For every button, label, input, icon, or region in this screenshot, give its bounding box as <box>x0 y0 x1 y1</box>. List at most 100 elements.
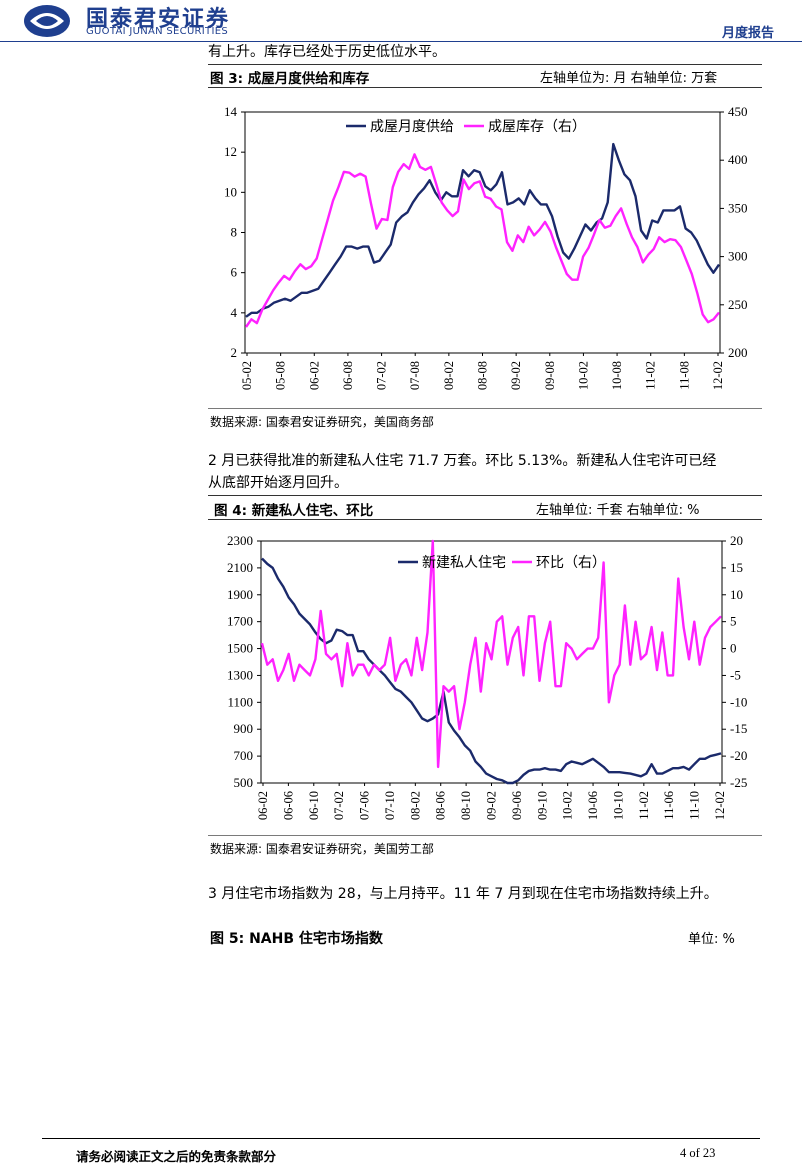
fig4-top-rule <box>208 495 762 496</box>
right-tick-label: 15 <box>730 560 743 575</box>
fig3-bottom-rule <box>208 408 762 409</box>
series-line-0 <box>261 557 722 785</box>
x-tick-label: 09-10 <box>535 791 549 820</box>
legend-label: 成屋库存（右） <box>488 119 586 135</box>
fig3-source: 数据来源: 国泰君安证券研究，美国商务部 <box>210 415 434 429</box>
x-tick-label: 07-02 <box>332 791 346 820</box>
fig3-unit: 左轴单位为: 月 右轴单位: 万套 <box>540 71 718 86</box>
fig4-bottom-rule <box>208 835 762 836</box>
left-tick-label: 8 <box>231 225 238 240</box>
x-tick-label: 07-02 <box>375 361 389 390</box>
x-tick-label: 10-06 <box>586 791 600 820</box>
x-tick-label: 12-02 <box>711 361 725 390</box>
x-tick-label: 11-02 <box>644 361 658 390</box>
right-tick-label: 300 <box>728 249 748 264</box>
right-tick-label: 5 <box>730 614 737 629</box>
right-tick-label: 250 <box>728 297 748 312</box>
x-tick-label: 10-10 <box>611 791 625 820</box>
page-number: 4 of 23 <box>680 1146 716 1160</box>
left-tick-label: 4 <box>231 305 238 320</box>
page-header: 国泰君安证券 GUOTAI JUNAN SECURITIES 月度报告 <box>0 0 802 42</box>
fig4-unit: 左轴单位: 千套 右轴单位: % <box>536 503 700 518</box>
left-tick-label: 2 <box>231 345 238 360</box>
left-tick-label: 2300 <box>227 533 253 548</box>
fig5-title: 图 5: NAHB 住宅市场指数 <box>210 931 383 947</box>
fig4-source: 数据来源: 国泰君安证券研究，美国劳工部 <box>210 842 434 856</box>
company-logo-icon <box>24 5 70 37</box>
paragraph-2-line1: 2 月已获得批准的新建私人住宅 71.7 万套。环比 5.13%。新建私人住宅许… <box>208 453 717 469</box>
x-tick-label: 08-08 <box>476 361 490 390</box>
report-type: 月度报告 <box>722 26 775 41</box>
right-tick-label: 0 <box>730 641 737 656</box>
fig4-title: 图 4: 新建私人住宅、环比 <box>214 503 374 519</box>
x-tick-label: 06-06 <box>281 791 295 820</box>
right-tick-label: -5 <box>730 667 741 682</box>
right-tick-label: 10 <box>730 587 743 602</box>
right-tick-label: 200 <box>728 345 748 360</box>
x-tick-label: 11-06 <box>662 791 676 820</box>
fig5-unit: 单位: % <box>688 932 735 947</box>
series-line-0 <box>245 142 720 318</box>
plot-frame <box>260 540 723 784</box>
x-tick-label: 05-02 <box>240 361 254 390</box>
left-tick-label: 1100 <box>227 694 253 709</box>
x-tick-label: 10-02 <box>576 361 590 390</box>
legend-label: 成屋月度供给 <box>370 119 454 135</box>
company-name-cn: 国泰君安证券 <box>86 7 231 32</box>
x-tick-label: 08-02 <box>408 791 422 820</box>
legend-label: 环比（右） <box>536 555 606 571</box>
x-tick-label: 10-08 <box>610 361 624 390</box>
right-tick-label: 350 <box>728 200 748 215</box>
x-tick-label: 07-06 <box>358 791 372 820</box>
left-tick-label: 6 <box>231 265 238 280</box>
paragraph-3: 3 月住宅市场指数为 28，与上月持平。11 年 7 月到现在住宅市场指数持续上… <box>208 886 718 902</box>
x-tick-label: 09-02 <box>509 361 523 390</box>
fig3-chart: 2 4 6 8 10 12 14 200 250 300 350 400 450 05-02 05-08 06… <box>224 104 748 390</box>
right-tick-label: -25 <box>730 775 747 790</box>
series-line-1 <box>245 153 720 328</box>
fig4-chart: 500 700 900 1100 1300 1500 1700 1900 2100 2300 -25… <box>227 533 747 820</box>
company-name-en: GUOTAI JUNAN SECURITIES <box>86 26 228 37</box>
series-line-1 <box>260 539 722 769</box>
x-tick-label: 11-02 <box>637 791 651 820</box>
right-tick-label: 20 <box>730 533 743 548</box>
x-tick-label: 07-10 <box>383 791 397 820</box>
left-tick-label: 700 <box>234 748 254 763</box>
x-tick-label: 06-02 <box>307 361 321 390</box>
paragraph-top: 有上升。库存已经处于历史低位水平。 <box>208 44 446 60</box>
right-tick-label: -20 <box>730 748 747 763</box>
fig3-top-rule <box>208 64 762 65</box>
x-tick-label: 09-08 <box>543 361 557 390</box>
x-tick-label: 11-10 <box>688 791 702 820</box>
x-tick-label: 08-02 <box>442 361 456 390</box>
paragraph-2-line2: 从底部开始逐月回升。 <box>208 475 348 491</box>
x-tick-label: 09-02 <box>485 791 499 820</box>
right-tick-label: -10 <box>730 694 747 709</box>
x-tick-label: 12-02 <box>713 791 727 820</box>
fig4-title-rule <box>208 519 762 520</box>
header-rule <box>0 41 802 42</box>
x-tick-label: 09-06 <box>510 791 524 820</box>
x-tick-label: 06-10 <box>307 791 321 820</box>
legend-label: 新建私人住宅 <box>422 555 506 571</box>
x-tick-label: 06-08 <box>341 361 355 390</box>
fig3-title: 图 3: 成屋月度供给和库存 <box>210 71 370 87</box>
x-tick-label: 07-08 <box>408 361 422 390</box>
left-tick-label: 1700 <box>227 614 253 629</box>
left-tick-label: 900 <box>234 721 254 736</box>
left-tick-label: 2100 <box>227 560 253 575</box>
x-tick-label: 11-08 <box>677 361 691 390</box>
left-tick-label: 1500 <box>227 641 253 656</box>
left-tick-label: 14 <box>224 104 238 119</box>
footer-rule <box>42 1138 760 1139</box>
left-tick-label: 1300 <box>227 667 253 682</box>
footer-disclaimer: 请务必阅读正文之后的免责条款部分 <box>76 1149 277 1164</box>
right-tick-label: 400 <box>728 152 748 167</box>
x-tick-label: 06-02 <box>256 791 270 820</box>
x-tick-label: 08-06 <box>434 791 448 820</box>
right-tick-label: -15 <box>730 721 747 736</box>
fig3-title-rule <box>208 87 762 88</box>
left-tick-label: 12 <box>224 144 237 159</box>
left-tick-label: 1900 <box>227 587 253 602</box>
x-tick-label: 05-08 <box>274 361 288 390</box>
